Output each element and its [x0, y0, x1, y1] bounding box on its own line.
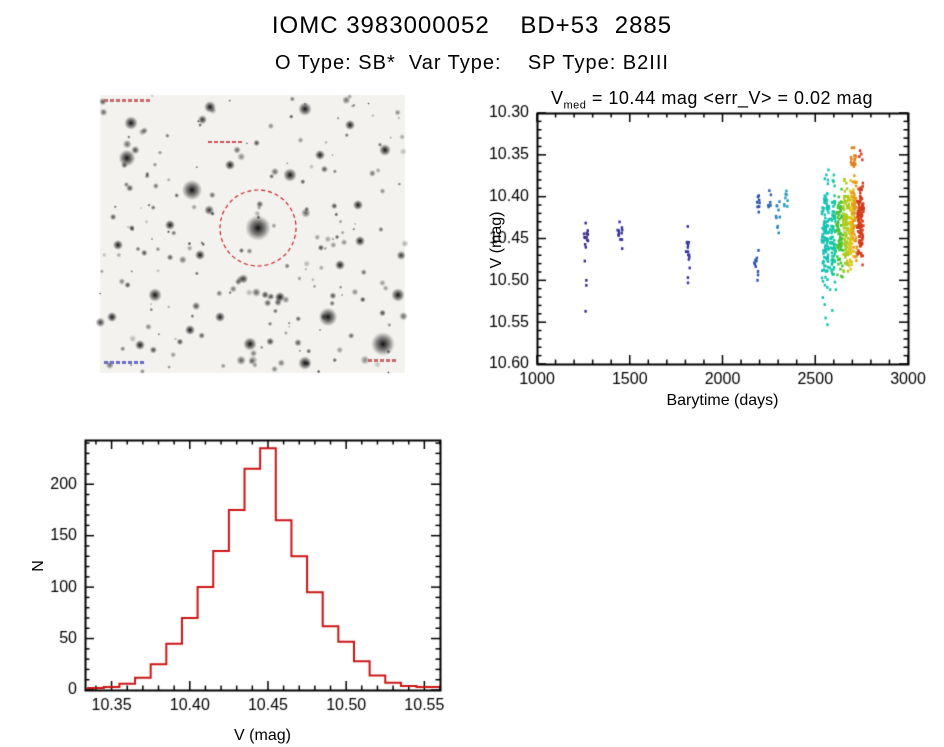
lightcurve-title-subscript: med [563, 99, 587, 112]
histogram-y-axis-label: N [30, 560, 47, 572]
lightcurve-title-rest: = 10.44 mag <err_V> = 0.02 mag [586, 88, 874, 108]
histogram-x-axis-label: V (mag) [234, 727, 291, 744]
lightcurve-title: Vmed = 10.44 mag <err_V> = 0.02 mag [500, 88, 924, 112]
lightcurve-title-v: V [550, 88, 564, 108]
lightcurve-y-axis-label: V (mag) [488, 211, 505, 269]
page-subtitle: O Type: SB* Var Type: SP Type: B2III [275, 52, 669, 74]
lightcurve-x-axis-label: Barytime (days) [666, 392, 779, 409]
page-title: IOMC 3983000052 BD+53 2885 [271, 12, 673, 39]
